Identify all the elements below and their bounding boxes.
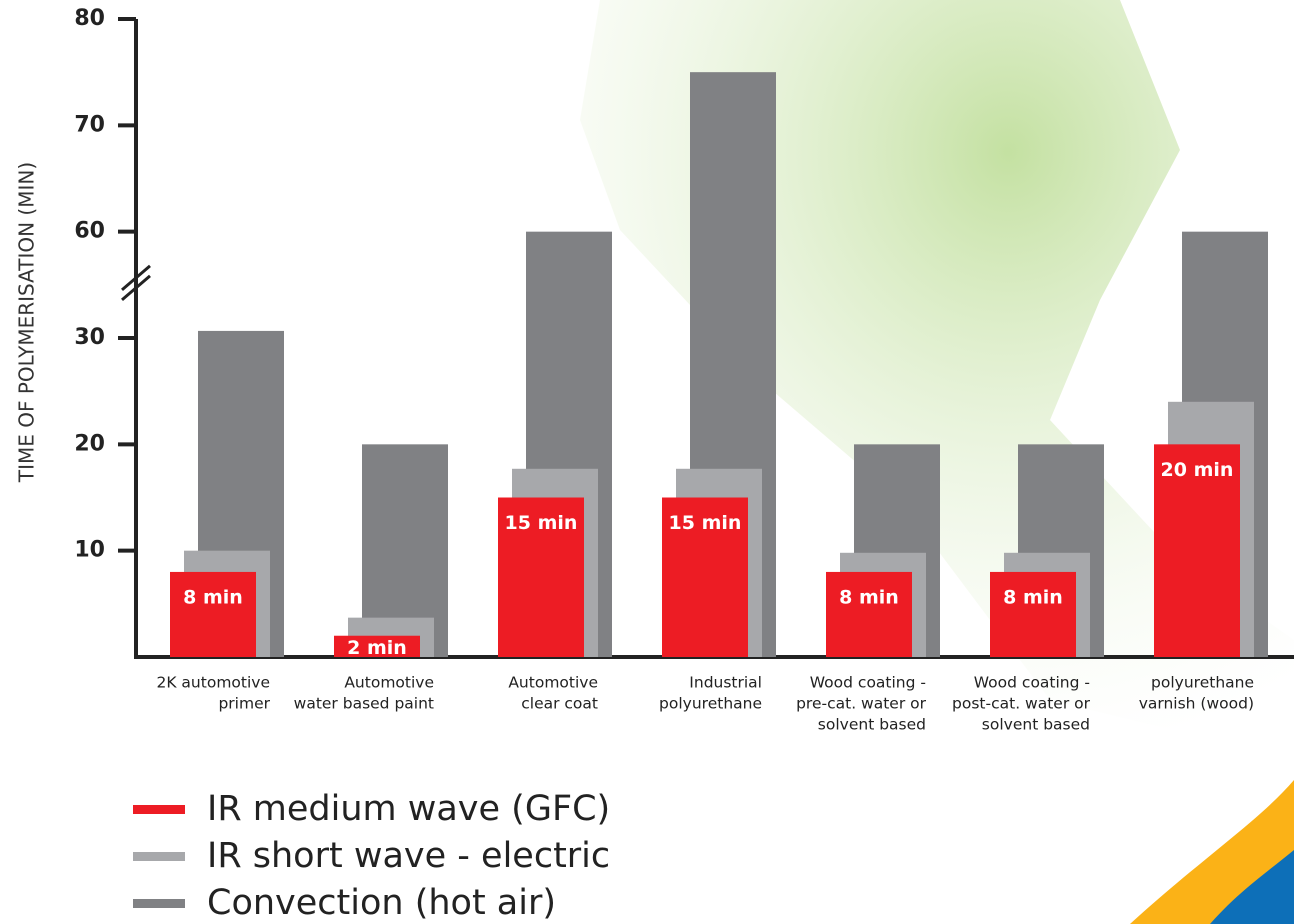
axis-break [121, 264, 151, 291]
x-tick-label: Wood coating - [810, 674, 926, 692]
value-label: 15 min [669, 512, 742, 534]
x-tick-label: varnish (wood) [1139, 695, 1254, 713]
bar [334, 635, 420, 657]
x-tick-label: pre-cat. water or [796, 695, 927, 713]
axis-break [121, 274, 151, 301]
bar [498, 497, 584, 657]
x-tick-label: Automotive [344, 674, 434, 692]
x-tick-label: solvent based [982, 716, 1090, 734]
value-label: 15 min [505, 512, 578, 534]
y-tick-label: 10 [74, 538, 105, 563]
bar [170, 571, 256, 657]
y-tick-label: 60 [74, 219, 105, 244]
x-tick-label: polyurethane [1151, 674, 1254, 692]
x-tick-label: Automotive [508, 674, 598, 692]
bar [662, 497, 748, 657]
legend-swatch [133, 899, 185, 908]
x-tick-label: water based paint [294, 695, 434, 713]
y-tick-label: 80 [74, 6, 105, 31]
x-tick-label: 2K automotive [156, 674, 270, 692]
legend-label: IR short wave - electric [207, 836, 610, 876]
legend-label: IR medium wave (GFC) [207, 789, 610, 829]
value-label: 8 min [1003, 586, 1063, 608]
x-tick-label: Industrial [689, 674, 762, 692]
value-label: 20 min [1161, 459, 1234, 481]
value-label: 8 min [839, 586, 899, 608]
legend-swatch [133, 805, 185, 814]
decor-swoosh [1210, 850, 1294, 924]
bar [990, 571, 1076, 657]
y-tick-label: 30 [74, 325, 105, 350]
bar [1154, 444, 1240, 657]
x-tick-label: Wood coating - [974, 674, 1090, 692]
bar [826, 571, 912, 657]
y-axis-label: TIME OF POLYMERISATION (MIN) [15, 162, 39, 483]
y-tick-label: 20 [74, 431, 105, 456]
x-tick-label: post-cat. water or [952, 695, 1091, 713]
y-tick-label: 70 [74, 112, 105, 137]
x-tick-label: clear coat [521, 695, 598, 713]
x-tick-label: solvent based [818, 716, 926, 734]
x-tick-label: polyurethane [659, 695, 762, 713]
legend-swatch [133, 852, 185, 861]
value-label: 2 min [347, 637, 407, 659]
value-label: 8 min [183, 586, 243, 608]
x-tick-label: primer [218, 695, 270, 713]
legend-label: Convection (hot air) [207, 883, 556, 923]
